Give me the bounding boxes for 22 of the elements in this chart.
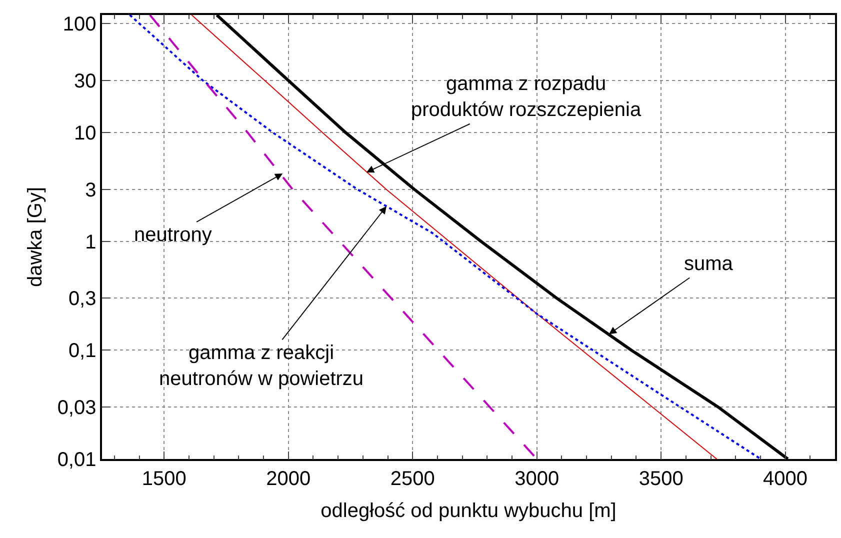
y-tick-label: 100: [62, 14, 96, 36]
x-tick-label: 3500: [638, 468, 684, 490]
y-tick-label: 3: [85, 179, 96, 202]
y-tick-label: 0,03: [57, 397, 96, 420]
line-series: [128, 15, 762, 459]
x-tick-label: 2000: [266, 468, 311, 490]
x-tick-label: 2500: [390, 468, 435, 490]
y-tick-label: 30: [74, 70, 96, 93]
y-tick-label: 1: [85, 231, 96, 254]
annotation: gamma z reakcji neutronów w powietrzu: [159, 342, 364, 390]
annotation: suma: [684, 253, 734, 275]
x-tick-label: 4000: [763, 468, 808, 490]
annotation: gamma z rozpadu produktów rozszczepienia: [411, 73, 642, 121]
y-tick-label: 0,01: [57, 449, 96, 471]
y-tick-label: 0,1: [68, 340, 96, 362]
y-tick-label: 10: [74, 122, 96, 144]
x-axis-title: odległość od punktu wybuchu [m]: [320, 500, 616, 522]
x-tick-label: 3000: [514, 468, 560, 490]
annotation: neutrony: [134, 224, 212, 246]
y-axis-title: dawka [Gy]: [24, 186, 46, 288]
x-tick-label: 1500: [142, 468, 186, 490]
y-tick-label: 0,3: [68, 288, 96, 310]
